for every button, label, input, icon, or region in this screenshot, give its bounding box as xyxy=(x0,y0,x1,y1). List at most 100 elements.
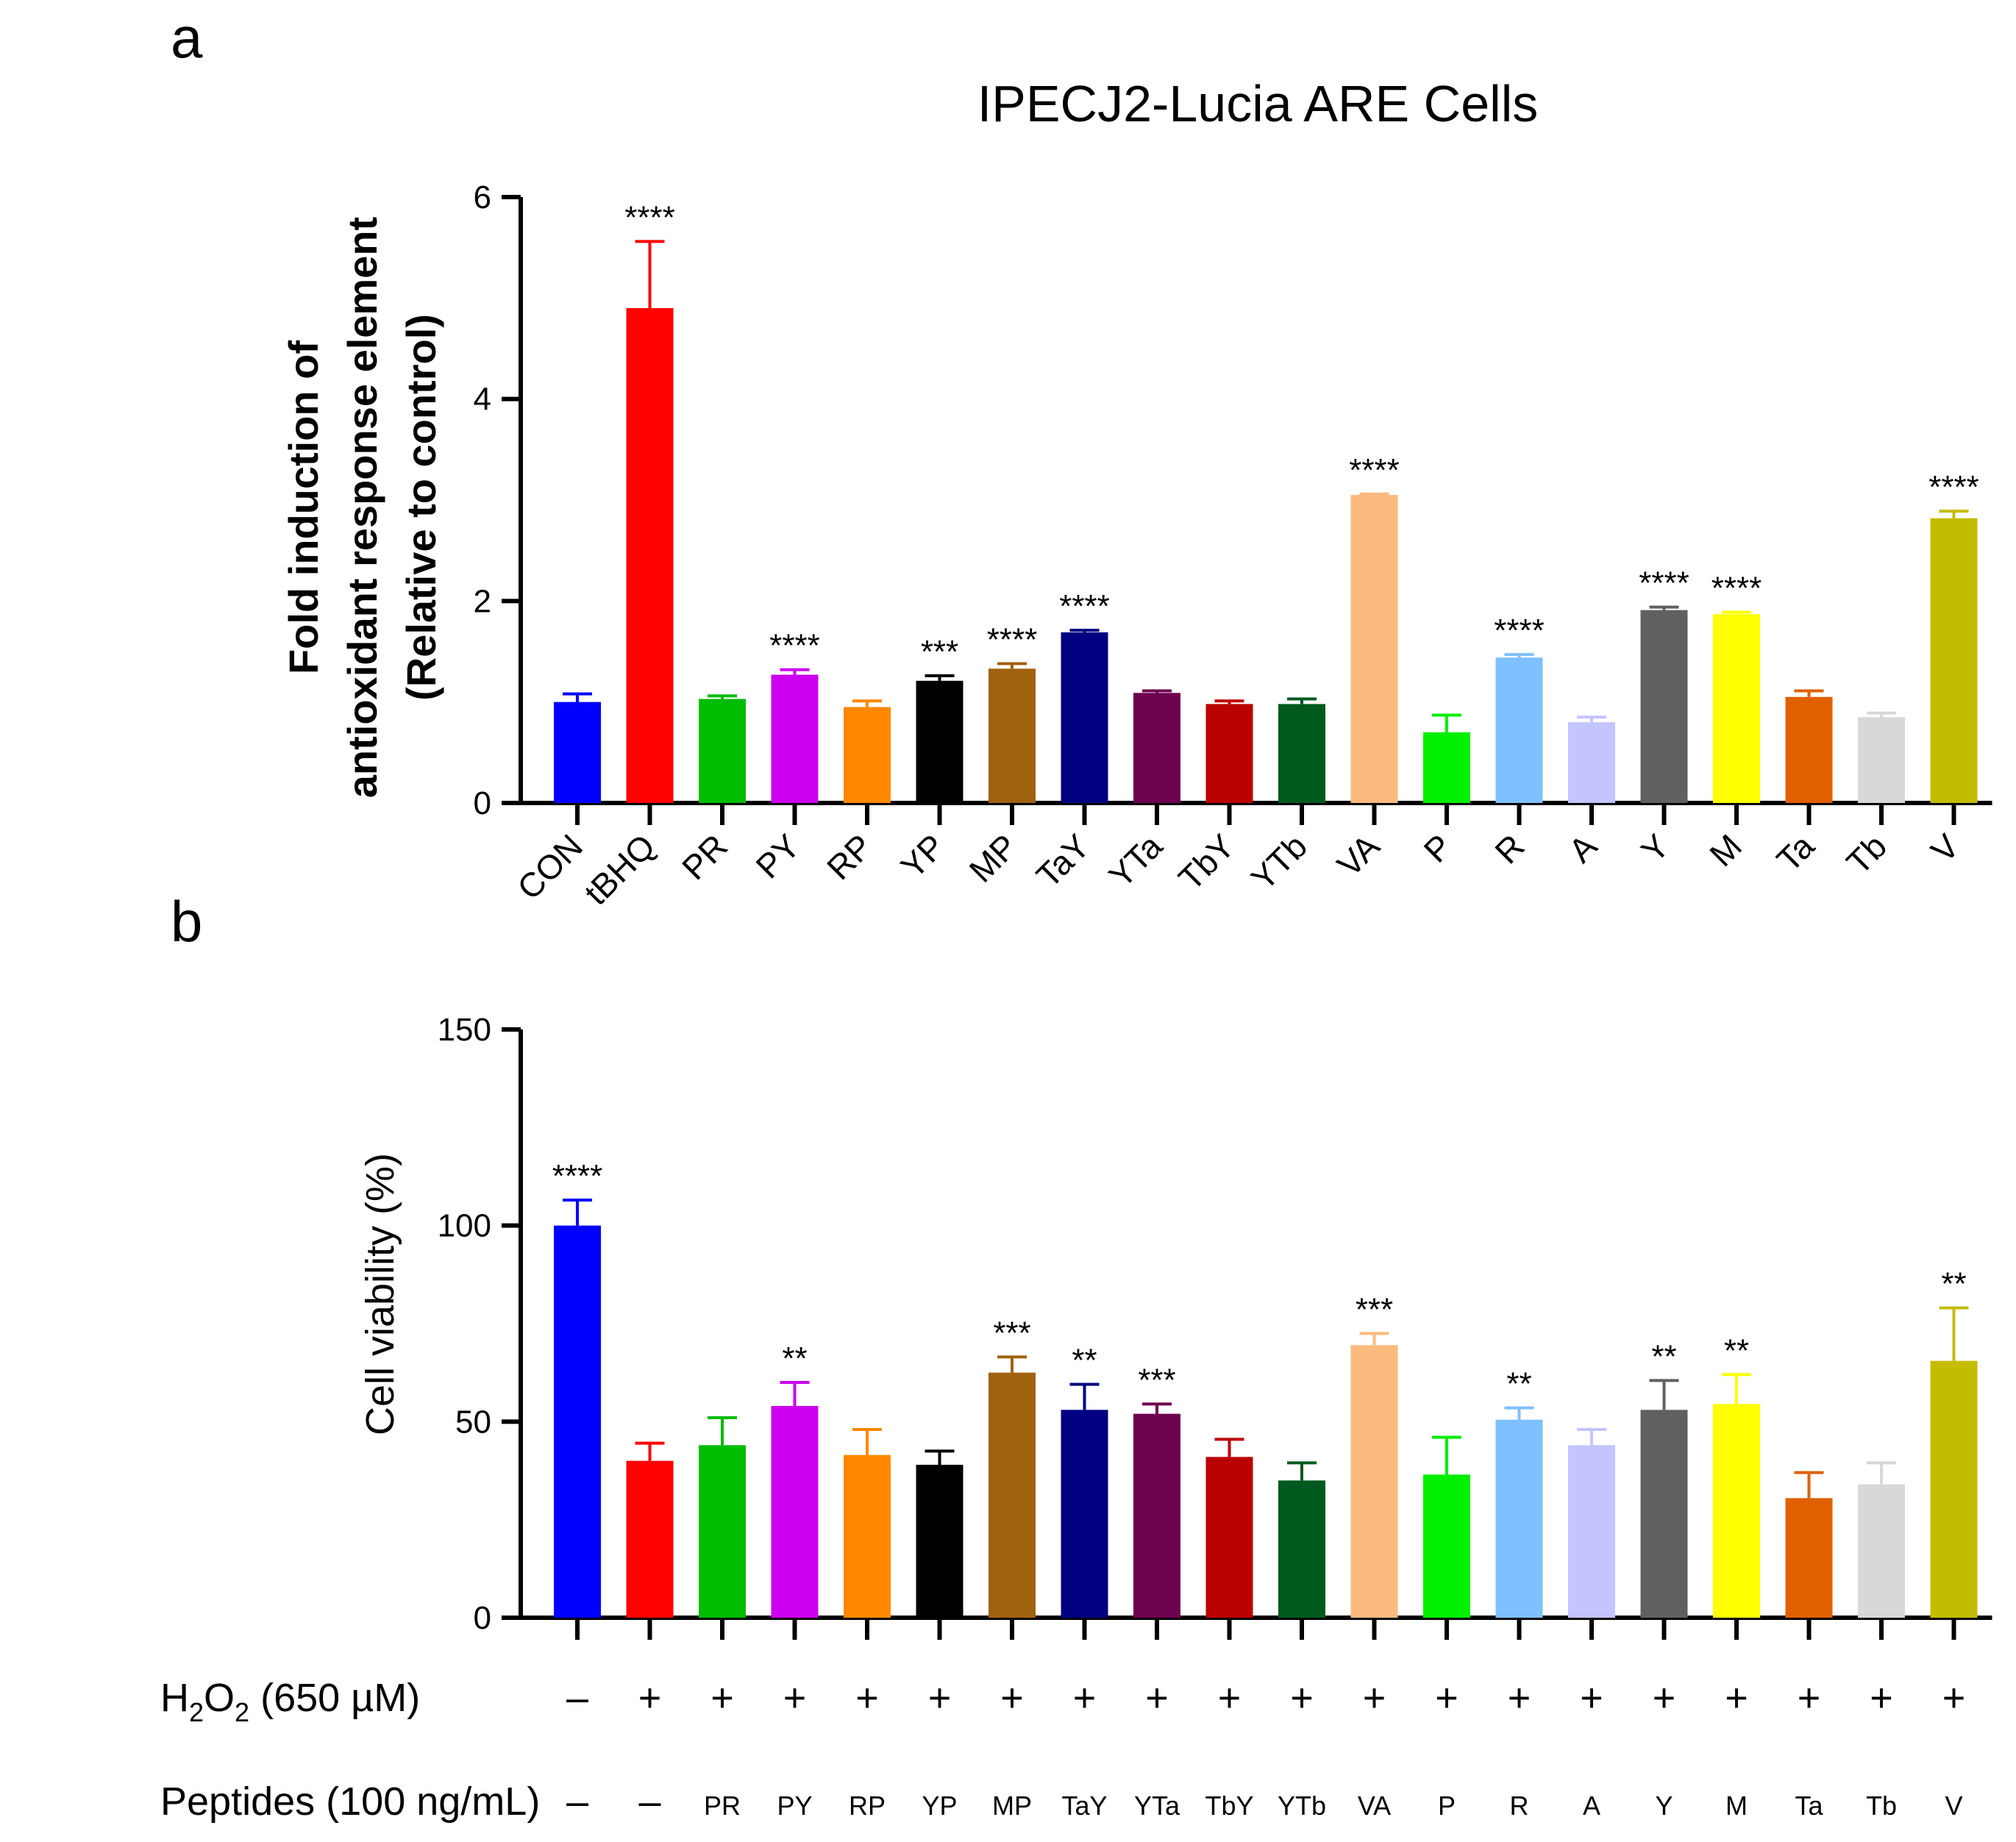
peptide-entry: Y xyxy=(1655,1791,1673,1821)
chart-a-significance: **** xyxy=(987,621,1038,657)
peptide-entry: VA xyxy=(1358,1791,1391,1821)
chart-a-significance: **** xyxy=(1349,452,1400,488)
chart-b-significance: ** xyxy=(1072,1343,1097,1379)
chart-b-bar xyxy=(1568,1445,1615,1618)
panel-a-chart: IPECJ2-Lucia ARE Cells Fold induction of… xyxy=(280,75,1992,913)
peptide-entry: YP xyxy=(922,1791,957,1821)
chart-b-bar xyxy=(554,1225,601,1618)
h2o2-symbol: + xyxy=(1870,1676,1893,1720)
h2o2-symbol: + xyxy=(710,1676,734,1720)
chart-b-bar xyxy=(1205,1457,1253,1618)
h2o2-label-sub2: 2 xyxy=(235,1697,249,1727)
peptides-row-label: Peptides (100 ng/mL) xyxy=(160,1779,540,1824)
h2o2-symbol: + xyxy=(1073,1676,1097,1720)
peptide-entry: – xyxy=(638,1779,660,1824)
chart-b-bar xyxy=(626,1460,674,1618)
h2o2-symbol: + xyxy=(1218,1676,1242,1720)
peptide-entry: P xyxy=(1438,1791,1456,1821)
peptide-entry: YTa xyxy=(1134,1791,1180,1821)
h2o2-symbol: + xyxy=(638,1676,662,1720)
h2o2-symbol: + xyxy=(1725,1676,1748,1720)
h2o2-label-sub1: 2 xyxy=(189,1697,204,1727)
chart-a-bar xyxy=(1785,696,1833,803)
chart-a-bar xyxy=(1423,732,1470,803)
chart-b-significance: ** xyxy=(1941,1266,1966,1302)
chart-b-ytick-label: 100 xyxy=(438,1208,491,1244)
chart-a-significance: **** xyxy=(1639,565,1689,601)
chart-a-category-label: YP xyxy=(893,827,952,885)
chart-a-ylabel-line-2: antioxidant response element xyxy=(339,217,385,798)
chart-b-ytick-label: 50 xyxy=(455,1404,491,1440)
chart-a-category-label: M xyxy=(1702,827,1749,874)
chart-a-significance: **** xyxy=(1059,588,1110,624)
chart-b-significance: ** xyxy=(1651,1338,1676,1374)
chart-a-bar xyxy=(1495,657,1543,803)
peptide-entry: PR xyxy=(704,1791,741,1821)
chart-a-bar xyxy=(844,707,891,803)
chart-b-ytick-label: 0 xyxy=(474,1600,491,1636)
chart-a-significance: **** xyxy=(624,199,675,235)
chart-b-significance: *** xyxy=(993,1315,1030,1351)
chart-b-bar xyxy=(844,1454,891,1618)
chart-b-bar xyxy=(989,1372,1036,1618)
chart-b-bar xyxy=(1640,1410,1688,1618)
chart-b-bar xyxy=(1858,1484,1905,1618)
chart-b-significance: *** xyxy=(1356,1291,1393,1327)
chart-a-category-label: A xyxy=(1561,827,1605,870)
chart-a-ytick-label: 0 xyxy=(474,785,491,821)
chart-a-category-label: V xyxy=(1923,827,1967,870)
panel-b-letter: b xyxy=(171,889,202,954)
chart-a-title: IPECJ2-Lucia ARE Cells xyxy=(977,75,1539,132)
chart-a-ytick-label: 4 xyxy=(474,382,491,418)
h2o2-symbol: + xyxy=(1000,1676,1024,1720)
h2o2-symbol: – xyxy=(566,1676,588,1720)
chart-a-bar xyxy=(1640,610,1688,803)
chart-a-bar xyxy=(699,699,746,803)
chart-b-significance: *** xyxy=(1138,1362,1175,1398)
chart-a-category-label: P xyxy=(1417,827,1459,869)
chart-a-significance: **** xyxy=(769,628,820,664)
peptide-entry: – xyxy=(566,1779,588,1824)
chart-a-bar xyxy=(916,680,964,803)
peptide-entry: R xyxy=(1510,1791,1529,1821)
chart-a-category-label: YTa xyxy=(1101,827,1169,895)
chart-a-category-label: R xyxy=(1487,827,1531,871)
peptide-entry: M xyxy=(1725,1791,1748,1821)
peptide-entry: RP xyxy=(849,1791,886,1821)
peptide-entry: Ta xyxy=(1795,1791,1823,1821)
h2o2-symbol: + xyxy=(1508,1676,1531,1720)
chart-a-category-label: Tb xyxy=(1839,827,1894,882)
h2o2-symbol: + xyxy=(1290,1676,1314,1720)
chart-b-bar xyxy=(1350,1345,1398,1618)
chart-a-category-label: RP xyxy=(819,827,880,887)
chart-b-bar xyxy=(1278,1480,1325,1618)
chart-a-bar xyxy=(1278,704,1325,803)
chart-a-ytick-label: 2 xyxy=(474,583,491,619)
chart-b-bar xyxy=(916,1465,964,1618)
chart-b-bar xyxy=(1423,1474,1470,1618)
peptide-entry: TbY xyxy=(1205,1791,1253,1821)
chart-a-category-label: Ta xyxy=(1769,827,1821,879)
chart-a-category-label: CON xyxy=(510,827,590,907)
chart-a-category-label: PR xyxy=(674,827,735,887)
h2o2-label-h: H xyxy=(160,1676,189,1720)
chart-a-bar xyxy=(1133,693,1180,803)
h2o2-label-tail: (650 µM) xyxy=(249,1676,420,1720)
chart-b-ytick-label: 150 xyxy=(438,1012,491,1048)
chart-a-bar xyxy=(554,702,601,803)
chart-b-significance: ** xyxy=(782,1341,807,1377)
chart-a-bar xyxy=(1350,495,1398,803)
chart-a-significance: **** xyxy=(1928,469,1979,505)
peptide-entry: A xyxy=(1583,1791,1600,1821)
h2o2-row-label: H2O2 (650 µM) xyxy=(160,1676,420,1727)
chart-a-significance: **** xyxy=(1712,570,1762,606)
chart-b-ylabel: Cell viability (%) xyxy=(358,1153,402,1435)
peptide-entry: V xyxy=(1945,1791,1962,1821)
chart-a-ytick-label: 6 xyxy=(474,179,491,215)
peptide-entry: Tb xyxy=(1866,1791,1897,1821)
chart-a-category-label: PY xyxy=(748,827,807,885)
h2o2-symbol: + xyxy=(1145,1676,1169,1720)
peptide-entry: TaY xyxy=(1061,1791,1107,1821)
chart-a-bar xyxy=(626,308,674,804)
